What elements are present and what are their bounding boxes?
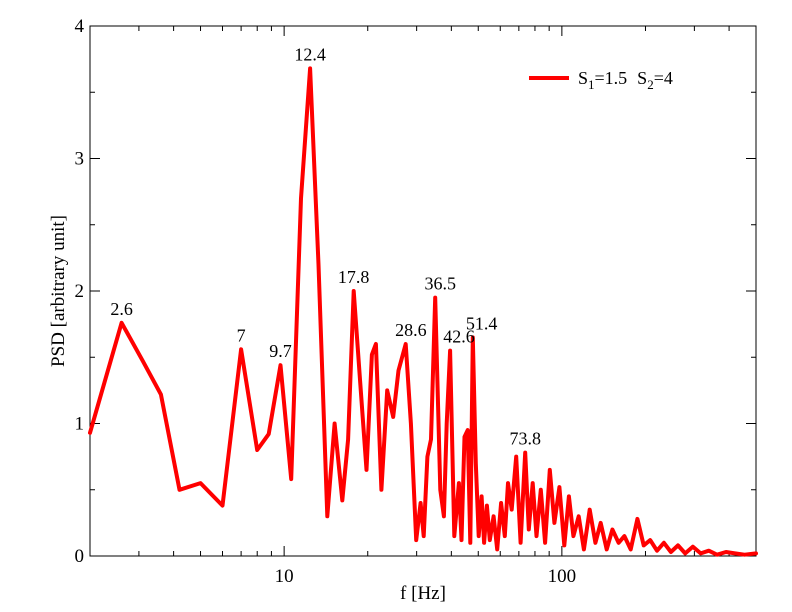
x-axis-label: f [Hz] <box>400 583 446 604</box>
y-tick-label: 2 <box>75 281 85 302</box>
legend-s2-value: =4 <box>654 68 673 88</box>
legend-s1-symbol: S <box>578 68 588 88</box>
peak-label: 28.6 <box>395 320 427 340</box>
peak-label: 7 <box>237 325 246 345</box>
legend-label: S1=1.5 S2=4 <box>578 68 673 92</box>
plot-frame <box>89 25 757 557</box>
legend-s2-subscript: 2 <box>647 77 654 92</box>
peak-annotations: 2.6 7 9.7 12.4 17.8 28.6 36.5 42.651.4 73.8 <box>110 44 541 448</box>
series-line-s1-1.5-s2-4 <box>88 66 758 557</box>
peak-label: 2.6 <box>110 299 133 319</box>
y-ticks: 0 1 2 3 4 <box>75 16 756 567</box>
y-tick-label: 0 <box>75 546 85 567</box>
x-tick-label: 10 <box>275 566 294 587</box>
peak-label: 17.8 <box>338 267 370 287</box>
y-axis-label: PSD [arbitrary unit] <box>48 215 69 367</box>
y-tick-label: 3 <box>75 149 85 170</box>
peak-label: 42.6 <box>443 327 475 347</box>
y-tick-label: 4 <box>75 16 85 37</box>
peak-label: 51.4 <box>466 313 498 333</box>
legend-s2-symbol: S <box>637 68 647 88</box>
legend: S1=1.5 S2=4 <box>529 68 673 92</box>
legend-s1-subscript: 1 <box>588 77 595 92</box>
peak-label: 12.4 <box>294 44 326 64</box>
y-tick-label: 1 <box>75 414 85 435</box>
peak-label: 36.5 <box>425 274 457 294</box>
peak-label: 73.8 <box>509 429 541 449</box>
x-ticks: 10 100 <box>89 26 757 587</box>
peak-label: 9.7 <box>269 341 292 361</box>
x-tick-label: 100 <box>548 566 577 587</box>
legend-s1-value: =1.5 <box>595 68 628 88</box>
